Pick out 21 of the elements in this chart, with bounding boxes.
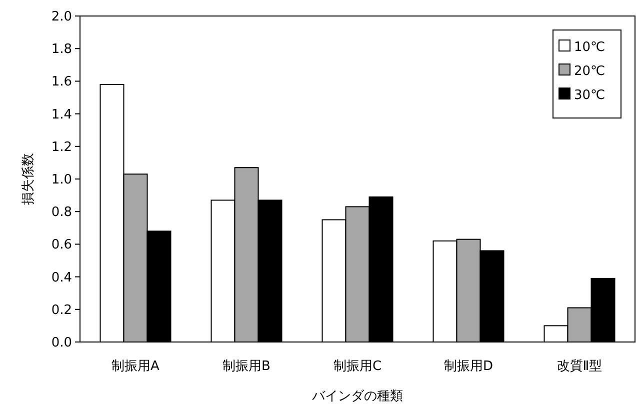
y-tick-label: 1.0 [51,172,72,188]
y-tick-label: 0.0 [51,336,72,350]
legend-label: 20℃ [574,64,606,79]
legend-label: 10℃ [574,40,606,55]
legend-label: 30℃ [574,88,606,103]
y-axis-title: 損失係数 [21,153,36,205]
y-tick-label: 0.6 [51,238,72,253]
y-tick-label: 0.8 [51,205,72,220]
y-tick-label: 2.0 [51,10,72,24]
x-tick-label: 制振用A [112,359,160,374]
y-tick-label: 0.4 [51,270,72,286]
y-tick-label: 1.8 [51,42,72,58]
x-tick-label: 制振用C [333,359,382,374]
y-tick-label: 0.2 [51,302,72,318]
y-tick-label: 1.6 [51,74,72,90]
y-tick-label: 1.2 [51,140,72,155]
x-axis-title: バインダの種類 [311,389,403,404]
x-tick-label: 改質Ⅱ型 [556,359,602,374]
x-tick-label: 制振用D [444,359,494,374]
y-tick-label: 1.4 [51,107,72,122]
x-tick-label: 制振用B [222,359,270,374]
